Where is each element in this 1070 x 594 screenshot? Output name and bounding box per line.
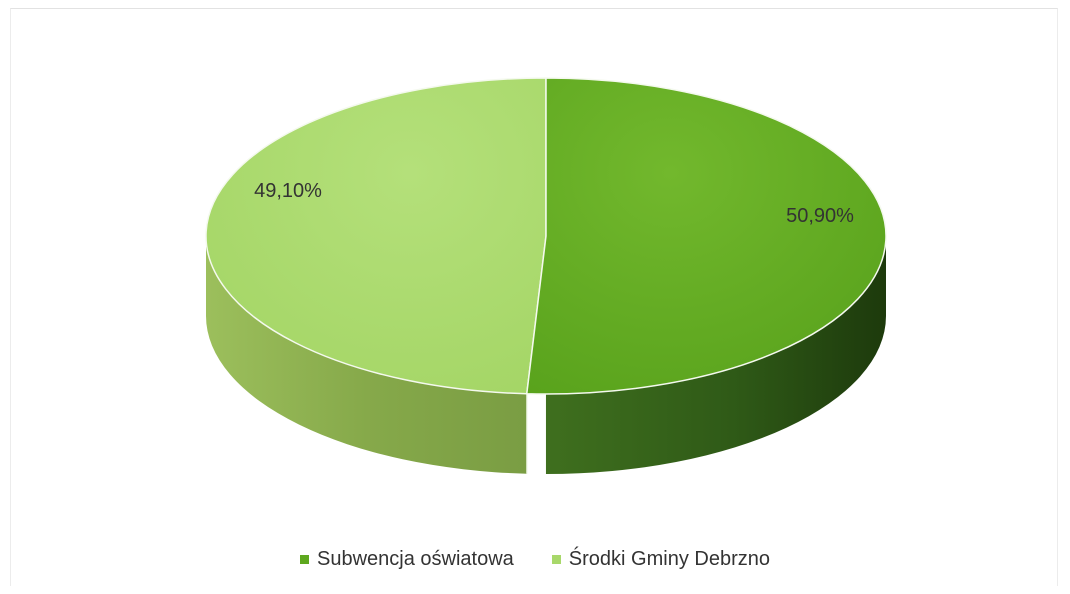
legend-item-srodki-gminy: Środki Gminy Debrzno [551, 548, 770, 571]
legend-label-srodki-gminy: Środki Gminy Debrzno [568, 548, 770, 570]
slice-top-subwencja [526, 77, 887, 395]
chart-frame [10, 8, 1058, 586]
slice-side-subwencja [545, 236, 886, 474]
slice-top-srodki-gminy [205, 77, 547, 395]
slice-label-srodki-gminy: 49,10% [254, 180, 322, 202]
legend-label-subwencja: Subwencja oświatowa [317, 548, 514, 570]
chart-legend: Subwencja oświatowa Środki Gminy Debrzno [0, 548, 1070, 571]
legend-swatch-subwencja [300, 555, 310, 564]
slice-label-subwencja: 50,90% [786, 205, 854, 227]
legend-swatch-srodki-gminy [551, 555, 561, 564]
legend-item-subwencja: Subwencja oświatowa [300, 548, 514, 571]
slice-side-srodki-gminy [206, 236, 527, 474]
